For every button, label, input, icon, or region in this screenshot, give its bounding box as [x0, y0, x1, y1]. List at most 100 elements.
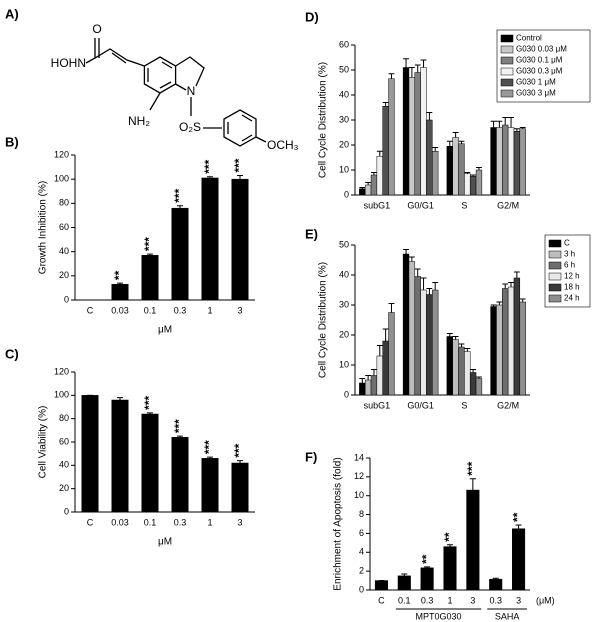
x-tick-label: S — [461, 400, 467, 410]
error-bar — [432, 147, 439, 152]
atom-label: N — [187, 84, 196, 98]
bar — [370, 375, 378, 396]
y-tick-label: 40 — [59, 246, 69, 256]
bond — [255, 136, 267, 143]
error-bar — [177, 435, 183, 438]
y-tick-label: 20 — [339, 329, 349, 339]
x-tick-label: C — [87, 517, 94, 527]
bar — [507, 286, 515, 396]
x-tick-label: 3 — [516, 595, 521, 605]
bar — [513, 131, 521, 196]
x-tick-label: G0/G1 — [407, 200, 434, 210]
bar — [370, 174, 378, 196]
legend-label: G030 3 μM — [516, 89, 556, 98]
error-bar — [470, 369, 477, 373]
atom-label: O — [92, 22, 101, 36]
significance-label: ** — [442, 532, 456, 542]
legend-label: C — [564, 239, 570, 248]
error-bar — [426, 112, 433, 120]
error-bar — [513, 128, 520, 132]
significance-label: *** — [202, 440, 216, 454]
legend-swatch — [548, 250, 562, 259]
error-bar — [458, 343, 465, 347]
x-tick-label: 1 — [207, 517, 212, 527]
error-bar — [476, 167, 482, 170]
bar — [452, 137, 459, 196]
y-tick-label: 40 — [59, 460, 69, 470]
error-bar — [401, 573, 408, 576]
ring — [143, 56, 177, 94]
legend-swatch — [500, 67, 514, 76]
error-bar — [382, 328, 389, 341]
legend-swatch — [500, 56, 514, 65]
y-tick-label: 120 — [54, 366, 69, 376]
y-tick-label: 50 — [339, 239, 349, 249]
error-bar — [371, 369, 377, 376]
y-axis-label: Cell Viability (%) — [38, 406, 49, 479]
y-tick-label: 10 — [339, 359, 349, 369]
significance-label: *** — [172, 188, 186, 202]
error-bar — [359, 187, 366, 189]
error-bar — [452, 132, 459, 138]
y-axis-label: Cell Cycle Distribution (%) — [318, 62, 329, 178]
x-tick-label: 0.3 — [174, 517, 187, 527]
y-tick-label: 2 — [359, 566, 364, 576]
y-tick-label: 0 — [344, 389, 349, 399]
y-axis-label: Cell Cycle Distribution (%) — [318, 262, 329, 378]
bond — [149, 92, 192, 116]
error-bar — [424, 566, 431, 568]
x-tick-label: C — [87, 305, 94, 315]
error-bar — [426, 288, 433, 295]
x-tick-label: 1 — [207, 305, 212, 315]
y-tick-label: 30 — [339, 114, 349, 124]
error-bar — [490, 120, 497, 128]
bar — [111, 399, 129, 513]
bar — [397, 575, 411, 591]
error-bar — [117, 282, 123, 285]
legend-swatch — [500, 78, 514, 87]
bar — [420, 289, 427, 396]
bar — [414, 72, 421, 196]
bar — [475, 169, 483, 196]
bar — [446, 146, 453, 196]
bar — [376, 156, 383, 196]
bar — [374, 580, 388, 591]
x-tick-label: 0.3 — [421, 595, 434, 605]
bar — [502, 124, 509, 196]
error-bar — [446, 140, 453, 147]
error-bar — [388, 73, 395, 79]
panel-label: F) — [305, 449, 317, 464]
panel-label: A) — [5, 6, 19, 21]
legend-swatch — [500, 89, 514, 98]
error-bar — [420, 59, 427, 68]
significance-label: ** — [511, 512, 525, 522]
y-tick-label: 100 — [54, 174, 69, 184]
bar — [443, 546, 457, 591]
error-bar — [464, 348, 471, 352]
x-tick-label: G2/M — [497, 400, 519, 410]
error-bar — [502, 117, 509, 125]
error-bar — [496, 301, 503, 305]
y-tick-label: 20 — [339, 139, 349, 149]
bar — [496, 304, 503, 396]
significance-label: *** — [232, 443, 246, 457]
y-tick-label: 120 — [54, 149, 69, 159]
error-bar — [147, 412, 153, 414]
atom-label: NH₂ — [128, 114, 150, 128]
error-bar — [476, 376, 482, 379]
error-bar — [408, 67, 415, 78]
bar — [513, 277, 521, 396]
legend-label: G030 0.03 μM — [516, 45, 567, 54]
significance-label: *** — [142, 395, 156, 409]
legend-swatch — [548, 261, 562, 270]
error-bar — [237, 460, 243, 463]
error-bar — [365, 182, 372, 185]
x-tick-label: G0/G1 — [407, 400, 434, 410]
legend-label: Control — [516, 34, 542, 43]
y-tick-label: 0 — [344, 189, 349, 199]
bar — [458, 346, 465, 396]
error-bar — [519, 127, 526, 129]
bar — [171, 207, 189, 301]
error-bar — [452, 336, 459, 340]
x-tick-label: G2/M — [497, 200, 519, 210]
